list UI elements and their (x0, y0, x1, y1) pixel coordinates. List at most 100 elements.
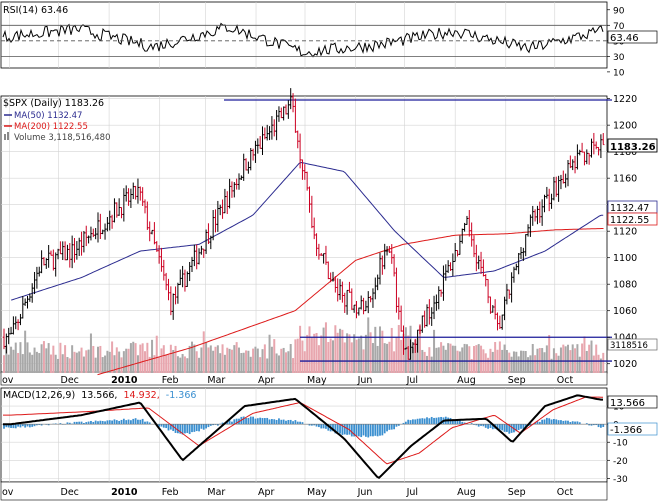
volume-bar (296, 338, 299, 373)
macd-histogram-bar (59, 423, 62, 425)
macd-histogram-bar (421, 418, 424, 425)
price-bar (407, 346, 410, 360)
volume-bar (599, 358, 602, 373)
volume-bar (564, 346, 567, 373)
volume-bar (324, 322, 327, 373)
x-axis-label: Oct (557, 487, 574, 498)
price-bar (315, 233, 318, 257)
macd-histogram-bar (177, 424, 179, 434)
y-tick-label: 1160 (613, 174, 637, 185)
volume-bar (155, 335, 158, 373)
macd-histogram-bar (137, 419, 139, 425)
macd-histogram-bar (202, 424, 205, 430)
price-bar (122, 188, 126, 222)
price-bar (475, 244, 478, 272)
volume-bar (461, 347, 464, 373)
price-bar (531, 205, 534, 226)
price-bar (557, 175, 560, 202)
macd-label-v2: 14.932, (123, 390, 159, 401)
volume-bar (423, 351, 426, 373)
macd-histogram-bar (585, 423, 588, 425)
volume-bar (205, 342, 208, 373)
volume-bar (21, 354, 24, 373)
volume-bar (268, 334, 271, 373)
macd-histogram-bar (482, 424, 485, 427)
price-bar (540, 199, 544, 226)
macd-histogram-bar (87, 421, 90, 425)
macd-histogram-bar (106, 420, 109, 425)
volume-bar (334, 325, 337, 373)
macd-histogram-bar (24, 424, 27, 428)
volume-bar (280, 348, 283, 373)
price-bar (183, 269, 187, 292)
macd-histogram-bar (374, 424, 377, 436)
macd-histogram-bar (92, 421, 95, 425)
macd-histogram-bar (146, 421, 149, 425)
volume-bar (571, 344, 574, 373)
x-axis-label: ov (2, 487, 14, 498)
macd-histogram-bar (285, 420, 287, 425)
grid-lines (1, 2, 607, 482)
price-bar (590, 138, 593, 158)
macd-histogram-bar (501, 424, 504, 431)
volume-bar (249, 356, 252, 373)
price-bar (176, 282, 180, 304)
price-bar (12, 316, 15, 335)
volume-tag: 3118516 (607, 338, 658, 351)
price-bar (376, 274, 379, 291)
volume-bar (315, 333, 318, 373)
volume-bar (89, 333, 92, 373)
price-bar (146, 201, 149, 230)
rsi-line (2, 22, 604, 58)
price-bar (414, 338, 417, 353)
price-bar (587, 152, 591, 165)
price-bar (230, 181, 234, 198)
volume-bar (301, 340, 304, 373)
macd-histogram-bar (416, 418, 419, 425)
macd-histogram-bar (369, 424, 372, 437)
price-bar (461, 228, 464, 244)
macd-histogram-bar (273, 419, 276, 425)
hist-value-tag: -1.366 (607, 422, 658, 436)
macd-histogram-bar (162, 424, 165, 428)
volume-tag-text: 3118516 (610, 341, 648, 351)
macd-histogram-bar (428, 418, 431, 425)
macd-histogram-bar (188, 424, 191, 435)
price-bar (597, 146, 600, 156)
macd-histogram-bar (315, 424, 318, 427)
price-bar (595, 141, 598, 150)
volume-bar (390, 327, 393, 373)
volume-bar (174, 345, 177, 373)
price-bar (92, 228, 95, 238)
macd-histogram-bar (132, 418, 135, 425)
macd-histogram-bar (125, 420, 128, 425)
volume-bar (162, 345, 165, 373)
volume-bar (82, 356, 85, 373)
ma200-legend: MA(200) 1122.55 (14, 122, 88, 132)
volume-bar (480, 345, 483, 373)
price-bar (263, 127, 267, 140)
macd-histogram-bar (40, 424, 43, 426)
price-bar (223, 188, 227, 214)
volume-bar (597, 354, 600, 373)
volume-bar (282, 347, 285, 373)
macd-histogram-bar (484, 424, 487, 428)
volume-bar (266, 358, 269, 373)
rsi-reference-lines (1, 24, 607, 57)
volume-bar (517, 356, 520, 373)
price-bar (360, 295, 363, 310)
volume-bar (322, 327, 325, 373)
price-bar (275, 110, 278, 141)
price-bar (134, 185, 137, 200)
macd-histogram-bar (440, 416, 442, 425)
price-bar (35, 266, 39, 289)
y-tick-label: 1080 (613, 280, 637, 291)
volume-bar (169, 344, 172, 373)
volume-bar (24, 330, 27, 373)
volume-bar (75, 352, 78, 373)
macd-histogram-bar (454, 420, 457, 425)
price-bar (258, 136, 262, 149)
price-bar (409, 339, 412, 360)
macd-histogram-bar (75, 421, 78, 425)
price-bar (301, 159, 304, 180)
